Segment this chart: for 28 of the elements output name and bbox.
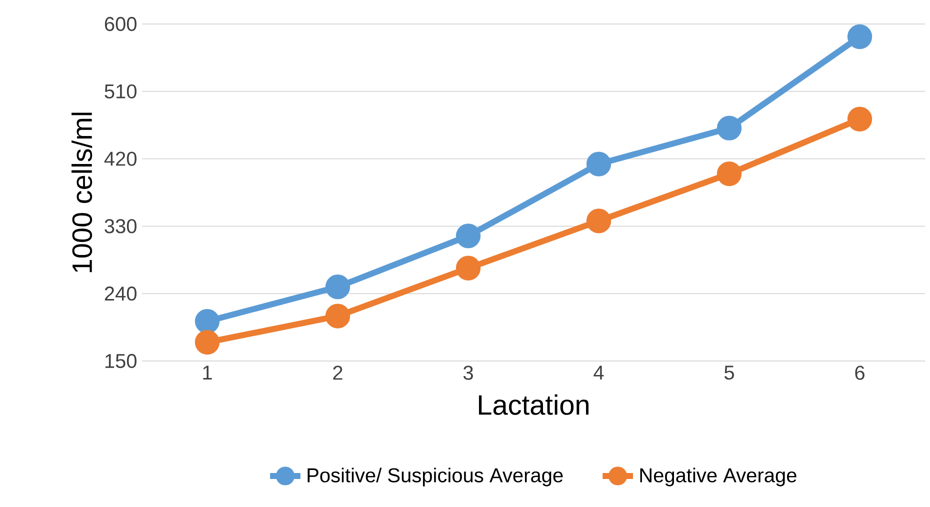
- point: [456, 256, 481, 280]
- y-tick-label: 240: [104, 286, 136, 301]
- legend-label: Positive/ Suspicious Average: [308, 468, 563, 486]
- x-tick-label: 5: [724, 366, 734, 380]
- point: [325, 274, 350, 300]
- y-axis-title: 1000 cells/ml: [72, 112, 92, 272]
- point: [194, 308, 220, 334]
- x-axis-title: Lactation: [478, 394, 588, 415]
- point: [325, 304, 350, 328]
- x-tick-label: 6: [855, 366, 864, 380]
- point: [716, 116, 742, 140]
- x-tick-label: 1: [203, 366, 212, 380]
- y-tick-label: 420: [104, 152, 136, 166]
- point: [456, 224, 481, 248]
- legend-label: Negative Average: [640, 468, 796, 486]
- y-tick-label: 150: [105, 354, 136, 368]
- point: [847, 106, 872, 132]
- point: [716, 161, 742, 186]
- point: [586, 152, 612, 176]
- x-tick-label: 4: [594, 366, 604, 380]
- y-tick-label: 510: [104, 84, 136, 98]
- x-tick-label: 3: [463, 366, 473, 380]
- point: [194, 330, 220, 355]
- point: [586, 208, 612, 234]
- y-tick-label: 600: [104, 16, 136, 32]
- x-tick-label: 2: [333, 366, 342, 380]
- y-tick-label: 330: [104, 219, 136, 234]
- point: [847, 24, 872, 50]
